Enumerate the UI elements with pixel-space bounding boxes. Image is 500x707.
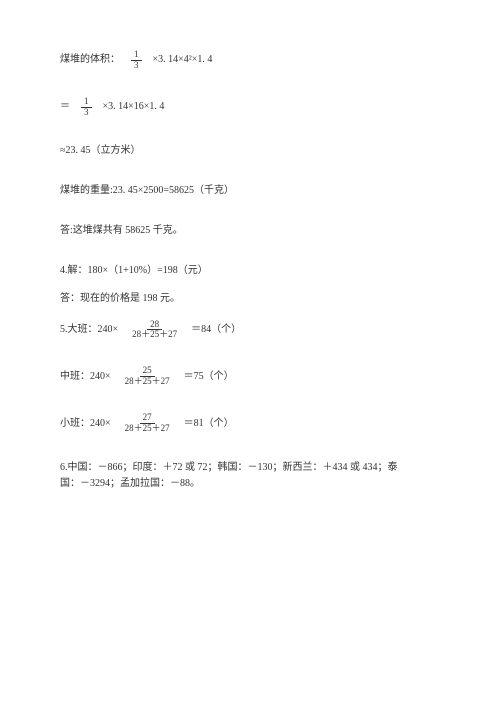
weight-calc-line: 煤堆的重量:23. 45×2500=58625（千克）	[60, 184, 440, 198]
problem-4-solution: 4.解：180×（1+10%）=198（元）	[60, 264, 440, 278]
text-part-a: 6.中国：－866；印度：＋72 或 72；韩国：－130；新西兰：＋434 或…	[60, 462, 398, 473]
text-prefix: 小班：240×	[60, 417, 111, 431]
answer-line-price: 答：现在的价格是 198 元。	[60, 292, 440, 306]
fraction-1-3: 1 3	[131, 50, 142, 71]
approx-result-line: ≈23. 45（立方米）	[60, 144, 440, 158]
text-suffix: ＝81（个）	[184, 417, 234, 431]
problem-6-line: 6.中国：－866；印度：＋72 或 72；韩国：－130；新西兰：＋434 或…	[60, 460, 440, 492]
volume-formula-line: 煤堆的体积： 1 3 ×3. 14×4²×1. 4	[60, 50, 440, 71]
text: 答：现在的价格是 198 元。	[60, 292, 180, 306]
answer-line-coal: 答:这堆煤共有 58625 千克。	[60, 224, 440, 238]
equals-sign: ＝	[60, 100, 70, 114]
text-prefix: 煤堆的体积：	[60, 53, 120, 67]
text: 煤堆的重量:23. 45×2500=58625（千克）	[60, 184, 234, 198]
calc-step-line: ＝ 1 3 ×3. 14×16×1. 4	[60, 97, 440, 118]
text: ≈23. 45（立方米）	[60, 144, 141, 158]
fraction-27: 27 28＋25＋27	[122, 413, 173, 434]
text-prefix: 5.大班：240×	[60, 323, 118, 337]
text-suffix: ×3. 14×16×1. 4	[103, 100, 165, 114]
text-suffix: ×3. 14×4²×1. 4	[153, 53, 213, 67]
text: 4.解：180×（1+10%）=198（元）	[60, 264, 208, 278]
fraction-25: 25 28＋25＋27	[122, 366, 173, 387]
problem-5-mid-class: 中班：240× 25 28＋25＋27 ＝75（个）	[60, 366, 440, 387]
fraction-1-3: 1 3	[81, 97, 92, 118]
problem-5-big-class: 5.大班：240× 28 28＋25＋27 ＝84（个）	[60, 320, 440, 341]
text-prefix: 中班：240×	[60, 370, 111, 384]
text-part-b: 国：－3294；孟加拉国：－88。	[60, 478, 200, 489]
text-suffix: ＝84（个）	[191, 323, 241, 337]
text: 答:这堆煤共有 58625 千克。	[60, 224, 183, 238]
text-suffix: ＝75（个）	[184, 370, 234, 384]
fraction-28: 28 28＋25＋27	[129, 320, 180, 341]
problem-5-small-class: 小班：240× 27 28＋25＋27 ＝81（个）	[60, 413, 440, 434]
